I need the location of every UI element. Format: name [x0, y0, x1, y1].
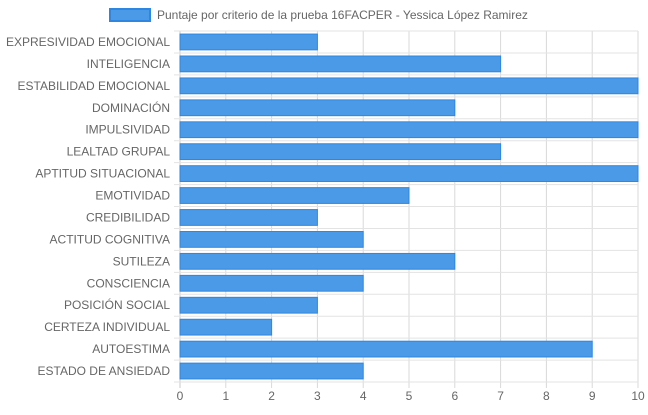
- bar[interactable]: [179, 209, 318, 226]
- bar[interactable]: [179, 318, 273, 336]
- x-tick-label: 1: [222, 389, 229, 403]
- bar[interactable]: [179, 274, 364, 292]
- bar[interactable]: [179, 121, 639, 139]
- bar[interactable]: [179, 252, 456, 270]
- x-tick-label: 9: [589, 389, 596, 403]
- bar[interactable]: [179, 340, 593, 358]
- category-label: SUTILEZA: [113, 254, 170, 268]
- category-label: DOMINACIÓN: [92, 100, 170, 115]
- x-tick-label: 2: [268, 389, 275, 403]
- x-tick-label: 7: [497, 389, 504, 403]
- bar[interactable]: [179, 77, 639, 95]
- bar[interactable]: [179, 187, 410, 204]
- category-label: EXPRESIVIDAD EMOCIONAL: [6, 35, 170, 49]
- category-label: INTELIGENCIA: [87, 57, 170, 71]
- category-label: LEALTAD GRUPAL: [67, 145, 171, 159]
- bars: [179, 33, 639, 380]
- legend-label[interactable]: Puntaje por criterio de la prueba 16FACP…: [157, 8, 528, 22]
- x-tick-label: 0: [177, 389, 184, 403]
- legend[interactable]: Puntaje por criterio de la prueba 16FACP…: [109, 8, 528, 22]
- category-labels: EXPRESIVIDAD EMOCIONAL INTELIGENCIA ESTABI…: [6, 35, 170, 378]
- bar[interactable]: [179, 296, 318, 314]
- category-label: EMOTIVIDAD: [95, 189, 170, 203]
- bar[interactable]: [179, 231, 364, 248]
- x-tick-label: 5: [406, 389, 413, 403]
- x-tick-label: 10: [631, 389, 645, 403]
- x-tick-label: 8: [543, 389, 550, 403]
- category-label: AUTOESTIMA: [92, 342, 170, 356]
- x-tick-label: 6: [451, 389, 458, 403]
- x-axis-ticks: 0 1 2 3 4 5 6 7 8 9 10: [177, 389, 645, 403]
- category-label: ACTITUD COGNITIVA: [50, 232, 170, 246]
- bar[interactable]: [179, 143, 502, 161]
- category-label: POSICIÓN SOCIAL: [64, 297, 170, 312]
- bar[interactable]: [179, 55, 502, 73]
- category-label: ESTABILIDAD EMOCIONAL: [18, 79, 171, 93]
- category-label: APTITUD SITUACIONAL: [35, 167, 170, 181]
- category-label: CREDIBILIDAD: [86, 210, 170, 224]
- category-label: CERTEZA INDIVIDUAL: [44, 320, 170, 334]
- legend-swatch[interactable]: [109, 8, 151, 22]
- bar[interactable]: [179, 99, 456, 117]
- x-tick-label: 4: [360, 389, 367, 403]
- x-tick-label: 3: [314, 389, 321, 403]
- bar[interactable]: [179, 362, 364, 380]
- bar[interactable]: [179, 165, 639, 182]
- category-label: ESTADO DE ANSIEDAD: [38, 364, 171, 378]
- category-label: IMPULSIVIDAD: [85, 123, 170, 137]
- category-label: CONSCIENCIA: [87, 276, 170, 290]
- bar[interactable]: [179, 33, 318, 51]
